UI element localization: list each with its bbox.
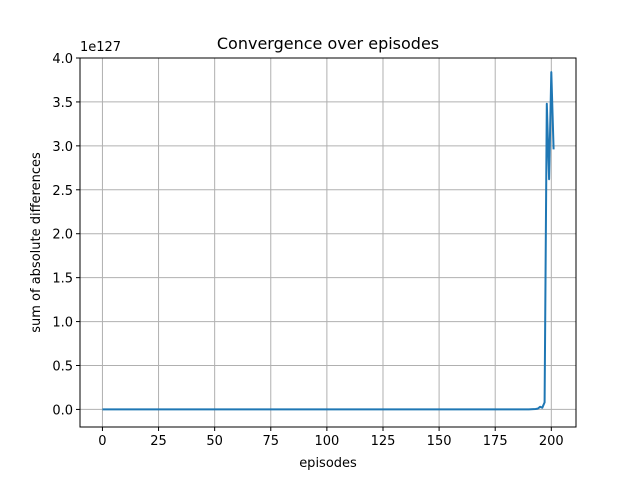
x-tick-label: 125 <box>371 434 396 449</box>
x-tick-label: 200 <box>539 434 564 449</box>
chart-title: Convergence over episodes <box>217 34 439 53</box>
x-tick-label: 100 <box>314 434 339 449</box>
plot-frame <box>79 57 577 428</box>
y-axis-offset-text: 1e127 <box>80 40 121 55</box>
series-layer <box>102 71 555 411</box>
x-tick-label: 175 <box>483 434 508 449</box>
y-tick-label: 3.0 <box>52 140 73 155</box>
y-tick-label: 0.5 <box>52 360 73 375</box>
y-tick-label: 1.5 <box>52 272 73 287</box>
y-tick-label: 4.0 <box>52 52 73 67</box>
x-tick-label: 25 <box>150 434 167 449</box>
y-tick-label: 0.0 <box>52 403 73 418</box>
x-tick-label: 50 <box>206 434 223 449</box>
x-tick-label: 150 <box>427 434 452 449</box>
x-tick-label: 0 <box>98 434 106 449</box>
axis-ticks: 0 25 50 75 100 125 150 175 200 0.0 0.5 1.0 1.5 2.0 2.5… <box>52 52 563 449</box>
y-tick-label: 2.5 <box>52 184 73 199</box>
y-tick-label: 3.5 <box>52 96 73 111</box>
y-tick-label: 1.0 <box>52 316 73 331</box>
series-line <box>102 71 555 411</box>
y-tick-label: 2.0 <box>52 228 73 243</box>
x-tick-label: 75 <box>262 434 279 449</box>
y-axis-label: sum of absolute differences <box>29 152 44 333</box>
x-axis-label: episodes <box>299 456 357 471</box>
